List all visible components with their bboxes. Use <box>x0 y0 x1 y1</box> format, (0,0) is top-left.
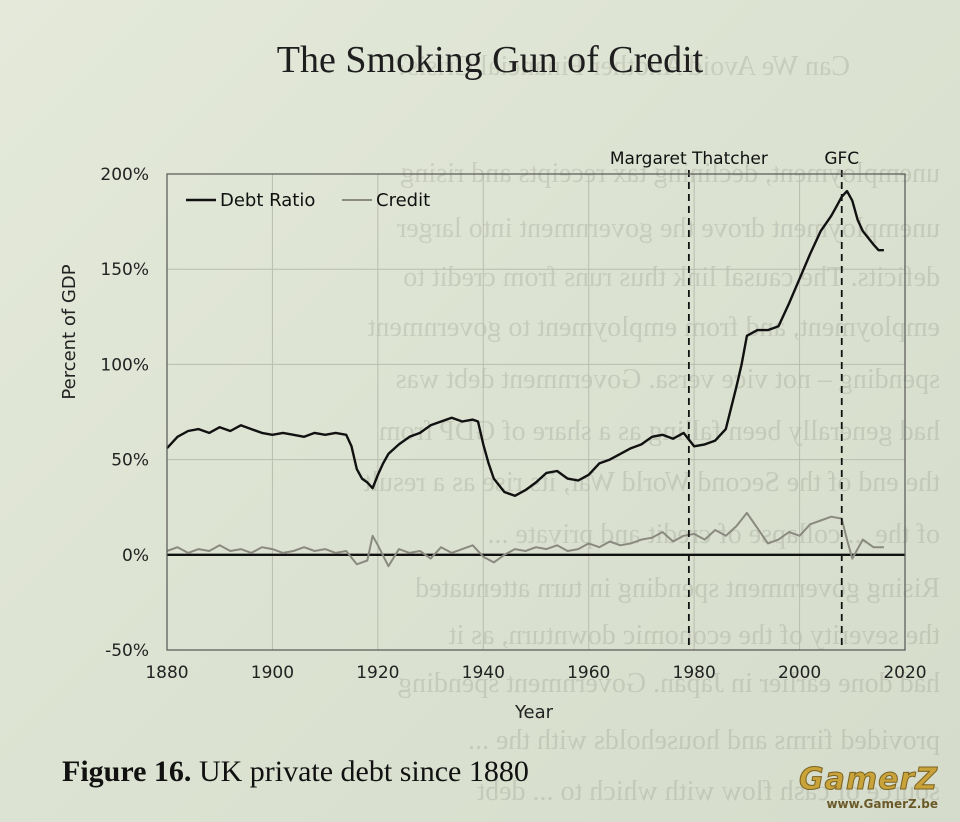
x-tick-label: 1960 <box>567 663 610 683</box>
y-tick-label: 150% <box>100 260 149 280</box>
caption-text: UK private debt since 1880 <box>191 755 529 788</box>
y-tick-label: 100% <box>100 355 149 375</box>
x-tick-label: 1980 <box>673 663 716 683</box>
y-tick-label: 0% <box>122 546 149 566</box>
series-lines <box>166 189 884 568</box>
x-tick-label: 1880 <box>145 663 188 683</box>
x-tick-label: 2000 <box>778 663 821 683</box>
watermark-url: www.GamerZ.be <box>826 797 938 811</box>
y-axis-label: Percent of GDP <box>59 264 80 399</box>
y-tick-label: -50% <box>105 641 149 661</box>
legend-label: Debt Ratio <box>220 190 315 211</box>
gfc-marker-label: GFC <box>824 149 859 169</box>
y-tick-label: 200% <box>100 165 149 185</box>
x-tick-label: 1940 <box>462 663 505 683</box>
annotations: Margaret Thatcher GFC <box>610 149 859 650</box>
credit-line <box>166 511 884 568</box>
margaret-thatcher-marker-label: Margaret Thatcher <box>610 149 768 169</box>
grid <box>167 174 905 650</box>
caption-number: Figure 16. <box>62 755 192 788</box>
watermark-logo: GamerZ <box>798 762 938 798</box>
x-tick-label: 1900 <box>251 663 294 683</box>
x-tick-label: 1920 <box>356 663 399 683</box>
legend: Debt Ratio Credit <box>186 190 430 211</box>
debt-ratio-line <box>166 189 884 497</box>
x-axis-label: Year <box>514 702 554 723</box>
page-title: The Smoking Gun of Credit <box>276 39 704 81</box>
x-tick-label: 2020 <box>883 663 926 683</box>
figure-caption: Figure 16. UK private debt since 1880 <box>62 755 529 789</box>
axes: 1880 1900 1920 1940 1960 1980 2000 2020 -50% 0% 50… <box>59 165 927 723</box>
plot-frame <box>166 173 906 651</box>
y-tick-label: 50% <box>111 451 149 471</box>
watermark: GamerZ www.GamerZ.be <box>798 762 938 812</box>
legend-label: Credit <box>376 190 430 211</box>
